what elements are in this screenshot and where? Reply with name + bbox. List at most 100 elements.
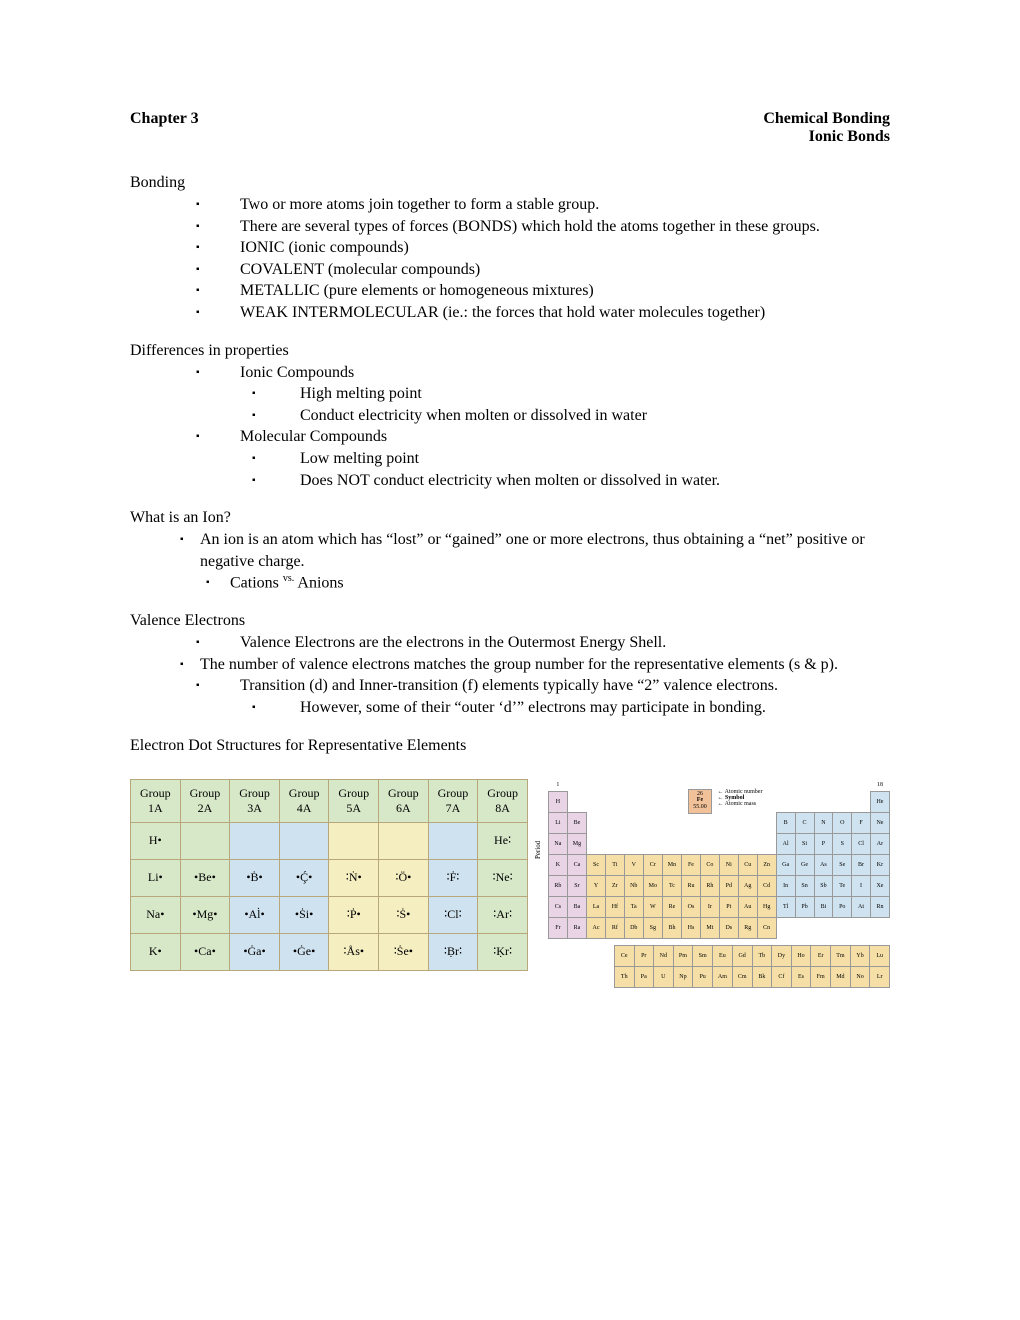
section-dot-title: Electron Dot Structures for Representati… (130, 737, 890, 755)
pt-cell: Rg (738, 917, 757, 938)
pt-fcell: Cf (772, 966, 792, 987)
dot-cell: •Be• (180, 859, 230, 896)
pt-fcell: Cm (732, 966, 752, 987)
pt-fcell: No (850, 966, 870, 987)
pt-cell (700, 833, 719, 854)
pt-cell (852, 791, 871, 812)
pt-fcell: Tb (752, 945, 772, 966)
pt-cell: Pd (719, 875, 738, 896)
dot-cell: ∶Ḳr∶ (478, 933, 528, 970)
dot-cell: •Ca• (180, 933, 230, 970)
list-item: Cations vs. Anions (130, 572, 890, 594)
pt-cell: Tl (776, 896, 795, 917)
pt-cell: Br (852, 854, 871, 875)
pt-cell: Mg (567, 833, 586, 854)
list-item: Ionic Compounds (130, 362, 890, 384)
pt-cell: Ar (870, 833, 889, 854)
pt-cell: Bi (814, 896, 833, 917)
pt-cell (567, 791, 586, 812)
pt-fcell: Er (811, 945, 831, 966)
title-1: Chemical Bonding (763, 110, 890, 128)
dot-cell: •Ḉ• (279, 859, 329, 896)
pt-cell: Ba (567, 896, 586, 917)
pt-cell: Fr (548, 917, 567, 938)
pt-cell: Cs (548, 896, 567, 917)
pt-fcell: Lr (870, 966, 890, 987)
periodic-table-fblock: CePrNdPmSmEuGdTbDyHoErTmYbLuThPaUNpPuAmC… (614, 945, 890, 988)
pt-cell (795, 917, 814, 938)
pt-cell (624, 791, 643, 812)
pt-cell (738, 833, 757, 854)
pt-cell: Zn (757, 854, 776, 875)
pt-fcell: Yb (850, 945, 870, 966)
pt-cell (776, 917, 795, 938)
pt-cell: Au (738, 896, 757, 917)
title-2: Ionic Bonds (763, 128, 890, 146)
dot-header: Group3A (230, 779, 280, 822)
dot-cell (329, 822, 379, 859)
pt-fcell: Lu (870, 945, 890, 966)
pt-fcell: Ho (791, 945, 811, 966)
header-titles: Chemical Bonding Ionic Bonds (763, 110, 890, 146)
pt-cell: K (548, 854, 567, 875)
pt-fcell: Pm (673, 945, 693, 966)
dot-header: Group4A (279, 779, 329, 822)
pt-fcell: Bk (752, 966, 772, 987)
pt-cell: Mt (700, 917, 719, 938)
dot-cell: •Ġe• (279, 933, 329, 970)
valence-sub: However, some of their “outer ‘d’” elect… (130, 697, 890, 719)
pt-cell: As (814, 854, 833, 875)
pt-fcell: Pu (693, 966, 713, 987)
list-item: METALLIC (pure elements or homogeneous m… (130, 280, 890, 302)
pt-cell: Mn (662, 854, 681, 875)
pt-cell: Y (587, 875, 606, 896)
bonding-list: Two or more atoms join together to form … (130, 194, 890, 324)
pt-cell (587, 833, 606, 854)
pt-cell (700, 812, 719, 833)
pt-cell (587, 812, 606, 833)
pt-cell: Po (833, 896, 852, 917)
list-item: An ion is an atom which has “lost” or “g… (130, 529, 890, 572)
pt-cell: Sb (814, 875, 833, 896)
pt-cell: H (548, 791, 567, 812)
pt-cell: C (795, 812, 814, 833)
pt-cell: Pt (719, 896, 738, 917)
key-sym: Fe (697, 797, 703, 803)
period-axis-label: Period (534, 840, 542, 858)
dot-cell: ∶Ne∶ (478, 859, 528, 896)
pt-cell: Rn (870, 896, 889, 917)
pt-cell: I (852, 875, 871, 896)
pt-group-num (662, 779, 681, 792)
page-header: Chapter 3 Chemical Bonding Ionic Bonds (130, 110, 890, 146)
dot-header: Group1A (131, 779, 181, 822)
pt-cell: V (624, 854, 643, 875)
section-valence-title: Valence Electrons (130, 612, 890, 630)
pt-cell: Hs (682, 917, 701, 938)
pt-group-num (833, 779, 852, 792)
list-item: Valence Electrons are the electrons in t… (130, 632, 890, 654)
pt-group-num (814, 779, 833, 792)
pt-cell: Rh (700, 875, 719, 896)
valence-list3: Transition (d) and Inner-transition (f) … (130, 675, 890, 697)
pt-group-num (567, 779, 586, 792)
pt-group-num (852, 779, 871, 792)
dot-cell: ∶Ṡe• (379, 933, 429, 970)
pt-cell: Rb (548, 875, 567, 896)
valence-list2: The number of valence electrons matches … (130, 654, 890, 676)
pt-cell (757, 812, 776, 833)
pt-fcell: Fm (811, 966, 831, 987)
dot-cell: ∶Ḟ∶ (428, 859, 478, 896)
list-item: However, some of their “outer ‘d’” elect… (130, 697, 890, 719)
pt-cell (682, 812, 701, 833)
pt-cell: Na (548, 833, 567, 854)
pt-cell (719, 812, 738, 833)
pt-cell: Pb (795, 896, 814, 917)
dot-cell: •Ḃ• (230, 859, 280, 896)
key-mass: 55.00 (693, 804, 707, 810)
pt-cell: Re (662, 896, 681, 917)
pt-cell: Ru (682, 875, 701, 896)
periodic-table-figure: Period 26 Fe 55.00 ← Atomic number ← Sym… (548, 779, 890, 988)
pt-cell: Sg (643, 917, 662, 938)
ion-list: An ion is an atom which has “lost” or “g… (130, 529, 890, 572)
dot-cell: Li• (131, 859, 181, 896)
